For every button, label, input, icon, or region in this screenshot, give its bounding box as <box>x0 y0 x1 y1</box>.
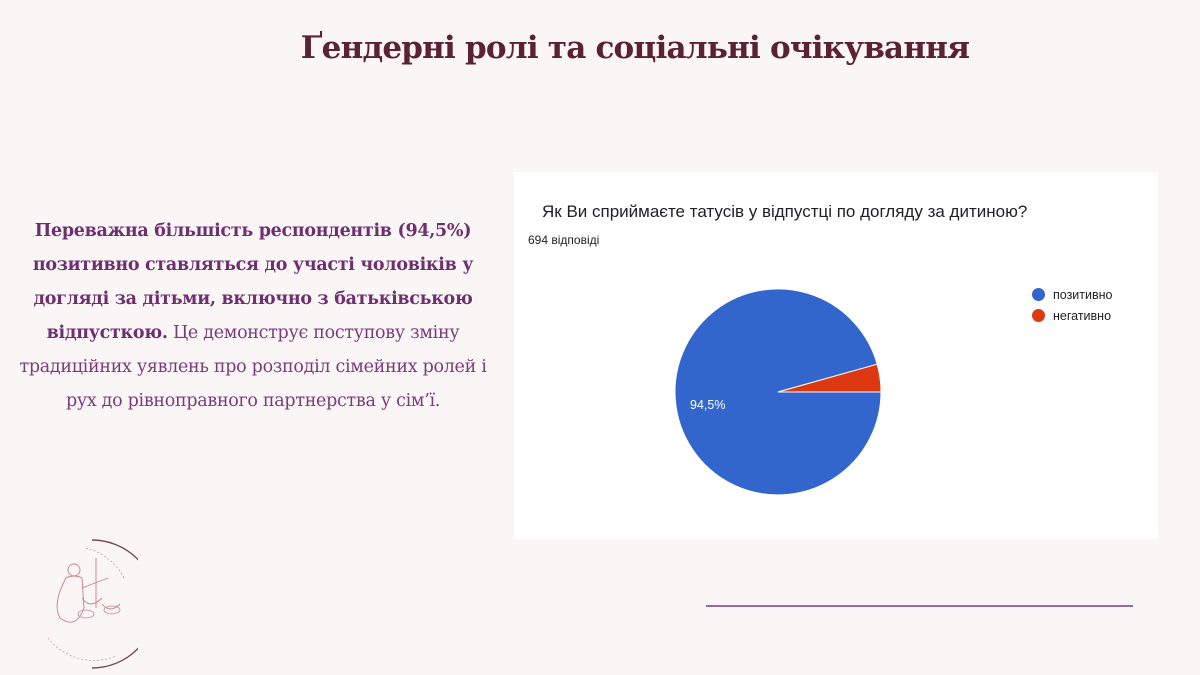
decorative-divider <box>706 605 1133 607</box>
legend-label: негативно <box>1053 308 1112 323</box>
organization-seal-logo-icon <box>47 539 138 669</box>
pie-chart: 94,5% <box>674 288 882 496</box>
legend-dot-icon <box>1032 288 1045 301</box>
summary-regular-text: Це демонструє поступову зміну традиційни… <box>19 323 487 411</box>
legend-label: позитивно <box>1053 287 1113 302</box>
legend-item-positive[interactable]: позитивно <box>1032 284 1113 305</box>
slide-title: Ґендерні ролі та соціальні очікування <box>300 30 970 66</box>
legend-item-negative[interactable]: негативно <box>1032 305 1113 326</box>
chart-card: Як Ви сприймаєте татусів у відпустці по … <box>514 172 1158 539</box>
chart-legend: позитивно негативно <box>1032 284 1113 326</box>
summary-bold-text: Переважна більшість респондентів (94,5%)… <box>32 221 474 343</box>
chart-question: Як Ви сприймаєте татусів у відпустці по … <box>542 202 1028 221</box>
legend-dot-icon <box>1032 309 1045 322</box>
response-count: 694 відповіді <box>528 233 600 247</box>
pie-slice-label: 94,5% <box>690 398 725 412</box>
pie-slice-negative[interactable] <box>777 363 882 393</box>
summary-paragraph: Переважна більшість респондентів (94,5%)… <box>8 214 498 418</box>
